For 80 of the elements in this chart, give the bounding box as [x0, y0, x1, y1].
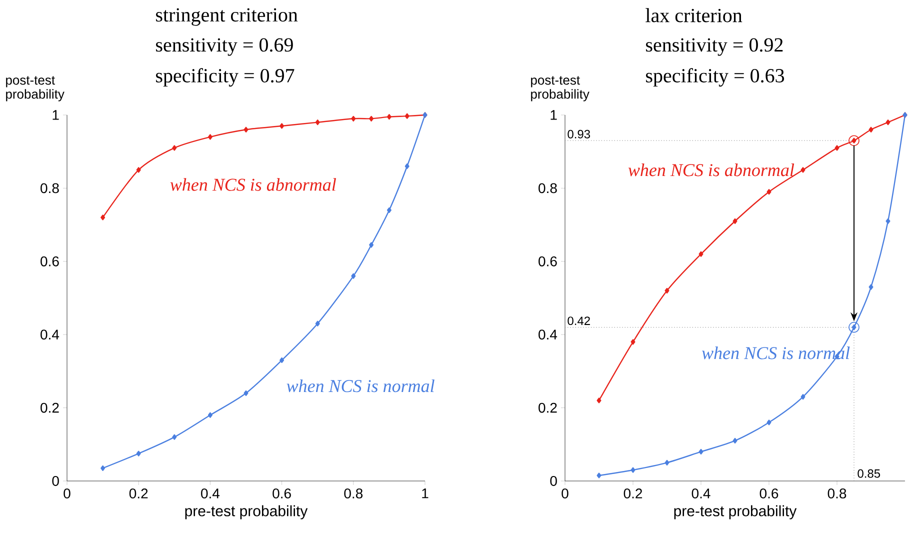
x-tick-label: 1 — [422, 488, 428, 498]
y-tick-label: 1 — [550, 110, 557, 120]
series-label: when NCS is abnormal — [628, 164, 794, 176]
text: sensitivity = 0.69 — [156, 38, 293, 56]
point — [766, 420, 772, 426]
point — [766, 189, 772, 195]
y-tick-label: 1 — [52, 110, 59, 120]
point — [698, 448, 704, 455]
point — [404, 163, 410, 170]
point — [244, 126, 248, 132]
point — [664, 288, 670, 294]
series-label: when NCS is abnormal — [170, 178, 336, 191]
y-tick-label: 0.8 — [538, 183, 557, 194]
point — [244, 390, 248, 396]
point — [315, 320, 320, 326]
y-tick-label: 0.2 — [538, 402, 557, 413]
point — [351, 116, 356, 122]
point — [136, 167, 141, 173]
point — [369, 116, 374, 122]
x-axis-title: pre-test probability — [185, 505, 308, 520]
point — [596, 472, 602, 478]
point — [100, 214, 106, 220]
point — [886, 120, 890, 126]
point — [172, 434, 177, 440]
point — [800, 394, 806, 400]
y-tick-label: 0.2 — [40, 402, 59, 413]
y-tick-label: 0.4 — [538, 330, 558, 340]
point — [732, 438, 738, 444]
point — [630, 339, 636, 345]
x-tick-label: 0 — [562, 488, 568, 498]
y-tick-label: 0 — [52, 476, 59, 486]
point — [280, 357, 284, 364]
point — [596, 398, 602, 404]
chart-title: lax criterion — [646, 8, 742, 22]
point — [208, 134, 212, 140]
x-axis-title: pre-test probability — [674, 505, 797, 520]
x-tick-label: 0.8 — [344, 488, 363, 498]
point — [664, 460, 670, 466]
point — [315, 120, 320, 126]
point — [868, 126, 874, 132]
point — [386, 114, 392, 120]
x-tick-label: 0.4 — [692, 488, 710, 498]
point — [698, 251, 704, 257]
point — [369, 242, 374, 248]
y-axis-title: post-test probability — [6, 76, 64, 102]
ref-line-label: 0.42 — [568, 316, 590, 326]
text: specificity = 0.97 — [156, 68, 294, 87]
y-tick-label: 0.6 — [538, 256, 557, 266]
series-label: when NCS is normal — [286, 379, 434, 392]
x-tick-label: 0 — [64, 488, 70, 498]
point — [136, 450, 141, 456]
point — [404, 113, 410, 119]
ref-line-label: 0.85 — [858, 469, 880, 478]
text: sensitivity = 0.92 — [646, 38, 783, 56]
point — [386, 207, 392, 213]
y-tick-label: 0.4 — [40, 330, 60, 340]
x-tick-label: 0.2 — [624, 488, 642, 498]
point — [208, 412, 212, 418]
point — [100, 465, 106, 471]
point — [172, 145, 177, 151]
chart-title: stringent criterion — [156, 8, 298, 26]
point — [351, 273, 356, 279]
point — [800, 167, 806, 173]
point — [630, 467, 636, 473]
x-tick-label: 0.4 — [201, 488, 220, 498]
point — [834, 145, 840, 151]
point — [732, 218, 738, 224]
y-axis-title: post-test probability — [531, 76, 590, 102]
point — [868, 284, 874, 290]
x-tick-label: 0.6 — [760, 488, 778, 498]
y-tick-label: 0.6 — [40, 256, 59, 266]
point — [886, 218, 890, 224]
y-tick-label: 0 — [550, 476, 557, 486]
x-tick-label: 0.2 — [129, 488, 148, 498]
y-tick-label: 0.8 — [40, 183, 59, 194]
ref-line-label: 0.93 — [568, 130, 590, 138]
text: specificity = 0.63 — [646, 68, 784, 87]
point — [280, 123, 284, 129]
x-tick-label: 0.8 — [828, 488, 846, 498]
x-tick-label: 0.6 — [272, 488, 291, 498]
